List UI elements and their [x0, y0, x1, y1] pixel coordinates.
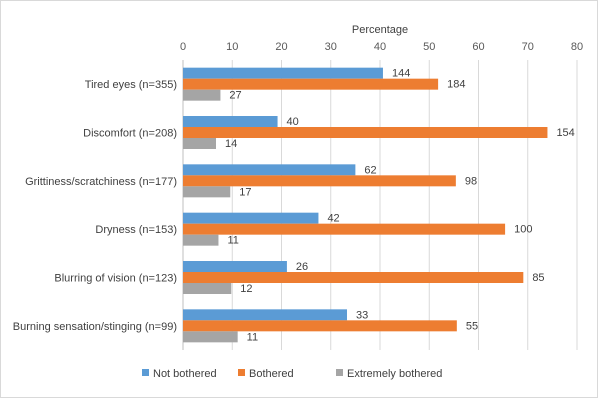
bar-not-bothered	[183, 309, 348, 321]
category-label: Blurring of vision (n=123)	[54, 273, 177, 285]
x-tick-label: 0	[180, 41, 186, 53]
x-tick-label: 70	[522, 41, 534, 53]
category-label: Burning sensation/stinging (n=99)	[13, 321, 177, 333]
x-tick-label: 30	[325, 41, 337, 53]
bar-bothered	[183, 127, 548, 138]
x-tick-label: 10	[226, 41, 238, 53]
bar-extremely-bothered	[183, 234, 219, 246]
data-label: 33	[356, 309, 368, 321]
data-label: 11	[227, 235, 238, 247]
bar-not-bothered	[183, 261, 287, 272]
data-labels: 144 184 27 40 154 14 62 98 17 42 100 11 26 85 12 33 55 11	[225, 68, 575, 344]
x-tick-label: 20	[275, 41, 287, 53]
gridlines	[182, 60, 578, 350]
bar-extremely-bothered	[183, 331, 238, 343]
data-label: 12	[240, 283, 252, 295]
bar-not-bothered	[183, 116, 278, 127]
x-axis-title: Percentage	[352, 24, 408, 36]
legend-label-bothered: Bothered	[249, 368, 294, 380]
category-labels: Tired eyes (n=355) Discomfort (n=208) Grit…	[13, 79, 177, 333]
bar-bothered	[183, 175, 456, 187]
bar-not-bothered	[183, 67, 383, 79]
x-tick-label: 60	[472, 41, 484, 53]
data-label: 17	[239, 186, 251, 198]
data-label: 26	[296, 261, 308, 273]
bar-bothered	[183, 320, 457, 332]
x-axis-ticks: 0 10 20 30 40 50 60 70 80	[180, 41, 583, 53]
x-tick-label: 40	[374, 41, 386, 53]
bar-bothered	[183, 78, 439, 90]
data-label: 62	[364, 164, 376, 176]
data-label: 14	[225, 138, 237, 150]
bar-extremely-bothered	[183, 138, 216, 149]
bar-extremely-bothered	[183, 89, 221, 101]
bar-extremely-bothered	[183, 283, 232, 294]
data-label: 42	[327, 213, 339, 225]
bar-bothered	[183, 272, 524, 283]
data-label: 85	[532, 272, 544, 284]
x-tick-label: 80	[571, 41, 583, 53]
legend-swatch-extremely-bothered	[336, 369, 343, 376]
data-label: 55	[466, 320, 478, 332]
legend-swatch-not-bothered	[142, 369, 149, 376]
bar-not-bothered	[183, 164, 356, 176]
x-tick-label: 50	[423, 41, 435, 53]
legend: Not bothered Bothered Extremely bothered	[142, 368, 442, 380]
data-label: 100	[514, 224, 532, 236]
bar-bothered	[183, 223, 506, 235]
legend-label-not-bothered: Not bothered	[153, 368, 217, 380]
data-label: 184	[447, 79, 465, 91]
category-label: Tired eyes (n=355)	[85, 79, 177, 91]
bar-not-bothered	[183, 212, 319, 224]
category-label: Discomfort (n=208)	[83, 128, 177, 140]
bar-extremely-bothered	[183, 186, 231, 198]
data-label: 144	[392, 68, 410, 80]
data-label: 27	[229, 90, 241, 102]
legend-label-extremely-bothered: Extremely bothered	[347, 368, 442, 380]
category-label: Grittiness/scratchiness (n=177)	[25, 176, 177, 188]
category-label: Dryness (n=153)	[95, 224, 177, 236]
bars	[183, 67, 548, 343]
data-label: 154	[556, 127, 574, 139]
data-label: 11	[247, 331, 258, 343]
data-label: 40	[287, 116, 299, 128]
data-label: 98	[465, 175, 477, 187]
legend-swatch-bothered	[238, 369, 245, 376]
